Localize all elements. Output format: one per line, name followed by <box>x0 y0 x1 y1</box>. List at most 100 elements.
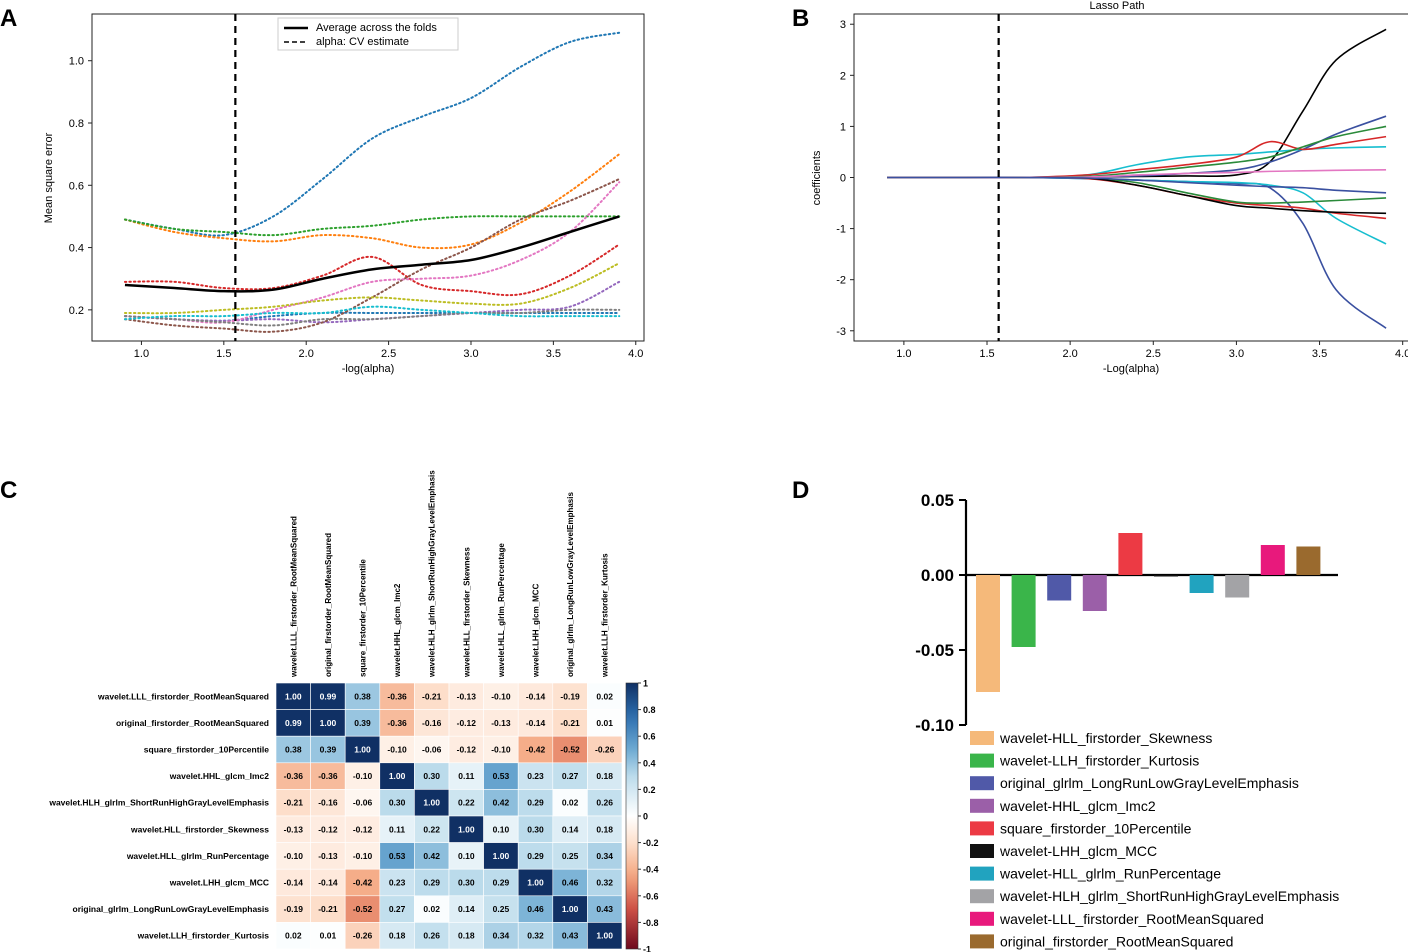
series-line-11 <box>123 305 621 321</box>
panel-b-xlabel: -Log(alpha) <box>1103 363 1159 375</box>
heatmap-cell-value: -0.42 <box>526 745 546 755</box>
series-line-8 <box>123 181 621 324</box>
heatmap-cell-value: -0.10 <box>491 691 511 701</box>
y-tick-label: -1 <box>836 224 846 236</box>
x-tick-label: 3.5 <box>546 348 561 360</box>
heatmap-cell-value: 1.00 <box>527 878 544 888</box>
heatmap-cell <box>414 709 450 737</box>
bar <box>1225 575 1250 598</box>
heatmap-cell <box>344 789 381 817</box>
panel-a-legend-box <box>277 17 459 51</box>
heatmap-cell <box>587 922 623 950</box>
heatmap-cell <box>483 709 519 737</box>
series-line-2 <box>887 176 1387 329</box>
heatmap-cell-value: 0.02 <box>596 691 613 701</box>
heatmap-cell <box>587 815 623 843</box>
heatmap-cell-value: 0.25 <box>562 851 579 861</box>
panel-a-ylabel: Mean square error <box>43 132 55 223</box>
heatmap-cell-value: 0.30 <box>527 824 544 834</box>
heatmap-row-label: original_glrlm_LongRunLowGrayLevelEmphas… <box>73 904 270 914</box>
heatmap-cell-value: 0.53 <box>493 771 510 781</box>
heatmap-cell <box>448 709 484 737</box>
bar <box>1047 575 1072 601</box>
heatmap-cell <box>275 682 311 710</box>
heatmap-cell-value: 0.11 <box>458 771 474 781</box>
panel-a-axes: 1.0 1.5 2.0 2.5 3.0 3.5 4.0 0.2 0.4 0.6 0.8 1.0 <box>69 56 644 360</box>
heatmap-cell-value: 0.29 <box>527 798 544 808</box>
heatmap-cell-value: -0.12 <box>318 824 338 834</box>
heatmap-cell <box>552 868 588 897</box>
heatmap-cell <box>552 762 588 790</box>
legend-label: square_firstorder_10Percentile <box>1000 820 1192 836</box>
heatmap-cell-value: 0.32 <box>527 931 544 941</box>
panel-d-bars <box>976 533 1321 692</box>
x-tick-label: 4.0 <box>1395 348 1408 360</box>
heatmap-cell-value: 0.18 <box>458 931 475 941</box>
colorbar-tick-label: 0 <box>643 812 648 822</box>
heatmap-cell <box>448 762 484 790</box>
heatmap-cells: 1.00 0.99 0.38 -0.36 -0.21 -0.13 -0.10 -0.14 -0.… <box>275 682 623 950</box>
x-tick-label: 2.0 <box>1063 348 1078 360</box>
panel-b-axes: 1.0 1.5 2.0 2.5 3.0 3.5 4.0 -3 -2 -1 0 1 2 3 <box>836 19 1408 360</box>
panel-label-d: D <box>792 477 809 504</box>
heatmap-cell <box>517 735 554 764</box>
legend-swatch <box>970 821 994 836</box>
panel-d-axes: 0.05 0.00 -0.05 -0.10 <box>915 491 966 735</box>
heatmap-colorbar: 1 0.8 0.6 0.4 0.2 0 -0.2 -0.4 -0.6 -0.8 -1 <box>625 679 659 952</box>
heatmap-cell <box>275 735 311 764</box>
heatmap-cell-value: 0.01 <box>596 718 613 728</box>
heatmap-cell-value: 0.10 <box>458 851 475 861</box>
heatmap-cell <box>448 735 484 764</box>
heatmap-cell-value: 0.29 <box>423 878 440 888</box>
bar <box>1118 533 1143 575</box>
panel-b-series-group <box>887 28 1387 329</box>
heatmap-cell-value: 0.26 <box>596 798 613 808</box>
panel-d-legend: wavelet-HLL_firstorder_Skewness wavelet-L… <box>970 730 1339 949</box>
heatmap-cell <box>275 922 311 950</box>
heatmap-cell <box>517 842 554 870</box>
heatmap-cell-value: -0.26 <box>595 745 615 755</box>
heatmap-cell-value: 0.02 <box>285 931 302 941</box>
panel-a-series-group <box>123 31 621 333</box>
heatmap-cell <box>310 789 346 817</box>
colorbar-gradient <box>625 682 639 950</box>
colorbar-tick-label: -1 <box>643 945 651 952</box>
heatmap-cell-value: 1.00 <box>354 745 371 755</box>
heatmap-cell <box>344 842 381 870</box>
heatmap-cell <box>448 868 484 897</box>
heatmap-cell-value: 0.18 <box>596 824 613 834</box>
y-tick-label: 3 <box>840 19 846 31</box>
x-tick-label: 4.0 <box>628 348 643 360</box>
heatmap-cell-value: 0.43 <box>562 931 579 941</box>
legend-label: wavelet-HLL_glrlm_RunPercentage <box>999 866 1221 882</box>
heatmap-row-label: square_firstorder_10Percentile <box>144 745 269 755</box>
y-tick-label: -0.05 <box>915 641 954 660</box>
heatmap-cell <box>310 682 346 710</box>
heatmap-cell-value: -0.36 <box>387 691 407 701</box>
colorbar-tick-label: 1 <box>643 679 648 689</box>
heatmap-cell <box>275 815 311 843</box>
legend-label: wavelet-HHL_glcm_Imc2 <box>999 798 1156 814</box>
heatmap-cell-value: 0.29 <box>493 878 510 888</box>
heatmap-column-label: wavelet.LLL_firstorder_RootMeanSquared <box>289 516 298 678</box>
heatmap-cell-value: -0.21 <box>318 904 338 914</box>
legend-label: wavelet-HLH_glrlm_ShortRunHighGrayLevelE… <box>999 888 1339 904</box>
series-line-1 <box>887 28 1387 179</box>
legend-cv-alpha-label: alpha: CV estimate <box>316 36 409 48</box>
heatmap-cell-value: -0.16 <box>422 718 442 728</box>
heatmap-cell <box>379 922 415 950</box>
y-tick-label: 1 <box>840 121 846 133</box>
panel-c-correlation-heatmap: 1.00 0.99 0.38 -0.36 -0.21 -0.13 -0.10 -0.14 -0.… <box>48 470 658 952</box>
heatmap-cell <box>552 895 588 923</box>
heatmap-cell <box>310 895 346 923</box>
series-line-3 <box>887 115 1387 179</box>
heatmap-cell-value: 0.38 <box>354 691 371 701</box>
heatmap-cell <box>587 789 623 817</box>
panel-b-lasso-path-chart: Lasso Path 1.0 1.5 2.0 2.5 3.0 3.5 4.0-3-2-101… <box>811 0 1408 375</box>
heatmap-cell <box>483 735 519 764</box>
bar <box>1260 545 1285 575</box>
heatmap-cell-value: 0.99 <box>320 691 337 701</box>
heatmap-column-label: wavelet.HHL_glcm_Imc2 <box>393 583 402 678</box>
y-tick-label: 0.05 <box>921 491 954 510</box>
heatmap-cell-value: -0.14 <box>526 718 546 728</box>
